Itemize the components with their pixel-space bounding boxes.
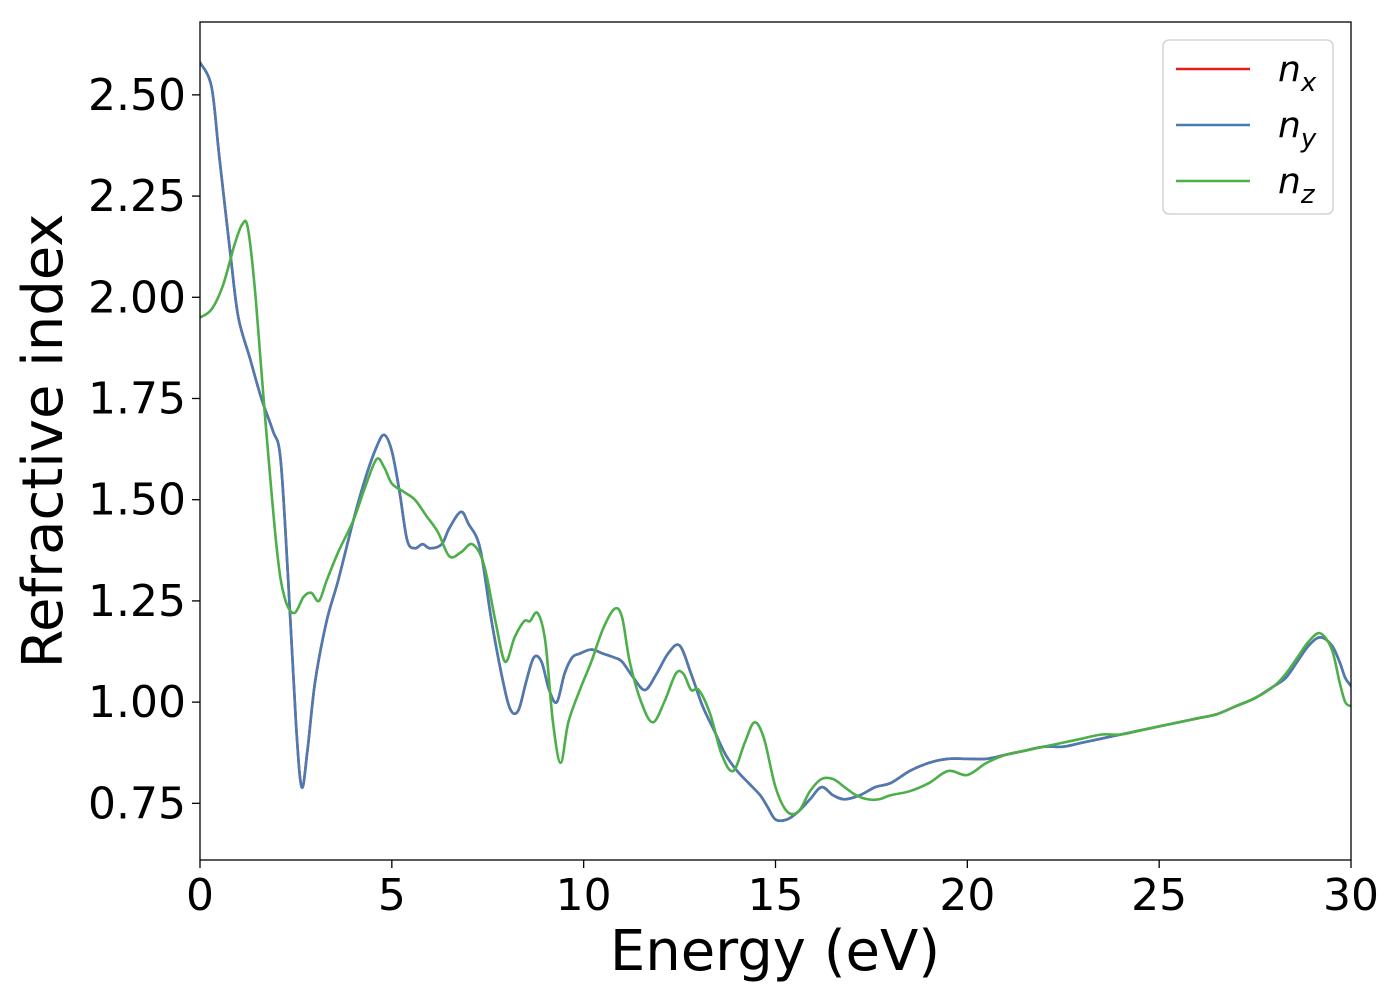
x-tick-label: 30 — [1323, 870, 1379, 921]
y-tick-label: 1.75 — [88, 373, 186, 424]
legend-label-z: nz — [1278, 161, 1316, 210]
legend-label-x: nx — [1278, 49, 1317, 98]
x-tick-label: 20 — [939, 870, 995, 921]
y-tick-label: 2.50 — [88, 70, 186, 121]
y-tick-label: 0.75 — [88, 778, 186, 829]
series-line-z — [200, 219, 1351, 816]
x-tick-label: 0 — [186, 870, 214, 921]
legend-label-subscript: x — [1300, 68, 1317, 98]
y-tick-label: 2.25 — [88, 171, 186, 222]
x-tick-label: 10 — [556, 870, 612, 921]
legend-label-base: n — [1278, 49, 1301, 90]
legend-box — [1162, 39, 1334, 215]
x-axis: 0 5 10 15 20 25 30 — [186, 860, 1379, 921]
series-layer — [200, 61, 1351, 823]
plot-area — [200, 22, 1351, 860]
series-line-y — [200, 61, 1351, 823]
legend-label-subscript: y — [1300, 124, 1317, 154]
x-tick-label: 25 — [1131, 870, 1187, 921]
y-tick-label: 1.00 — [88, 677, 186, 728]
x-axis-title: Energy (eV) — [610, 919, 940, 984]
y-tick-label: 1.50 — [88, 475, 186, 526]
x-tick-label: 15 — [748, 870, 804, 921]
y-tick-label: 1.25 — [88, 576, 186, 627]
legend-label-base: n — [1278, 105, 1301, 146]
legend-label-y: ny — [1278, 105, 1317, 154]
y-axis: 0.75 1.00 1.25 1.50 1.75 2.00 2.25 2.50 — [88, 70, 200, 829]
legend-label-base: n — [1278, 161, 1301, 202]
x-tick-label: 5 — [378, 870, 406, 921]
y-tick-label: 2.00 — [88, 272, 186, 323]
y-axis-title: Refractive index — [11, 214, 76, 669]
legend-label-subscript: z — [1300, 180, 1316, 210]
